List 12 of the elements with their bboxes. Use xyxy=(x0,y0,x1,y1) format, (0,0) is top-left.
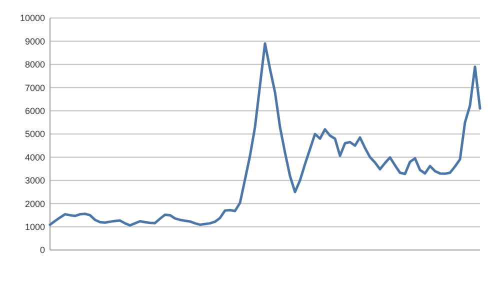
y-tick-label: 5000 xyxy=(24,129,45,140)
y-tick-label: 8000 xyxy=(24,60,45,70)
y-tick-label: 1000 xyxy=(24,222,45,232)
y-tick-label: 10000 xyxy=(20,13,45,24)
line-series xyxy=(48,42,482,227)
y-tick-label: 9000 xyxy=(24,36,45,46)
y-tick-label: 7000 xyxy=(24,82,45,93)
y-tick-label: 4000 xyxy=(24,152,45,162)
y-tick-label: 3000 xyxy=(24,176,45,186)
y-tick-label: 6000 xyxy=(24,106,45,116)
y-tick-label: 2000 xyxy=(24,198,45,209)
y-tick-label: 0 xyxy=(40,245,45,256)
